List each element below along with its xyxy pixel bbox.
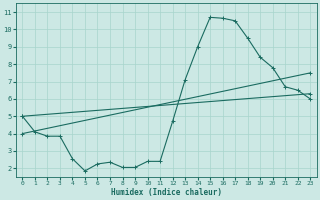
X-axis label: Humidex (Indice chaleur): Humidex (Indice chaleur) (111, 188, 222, 197)
